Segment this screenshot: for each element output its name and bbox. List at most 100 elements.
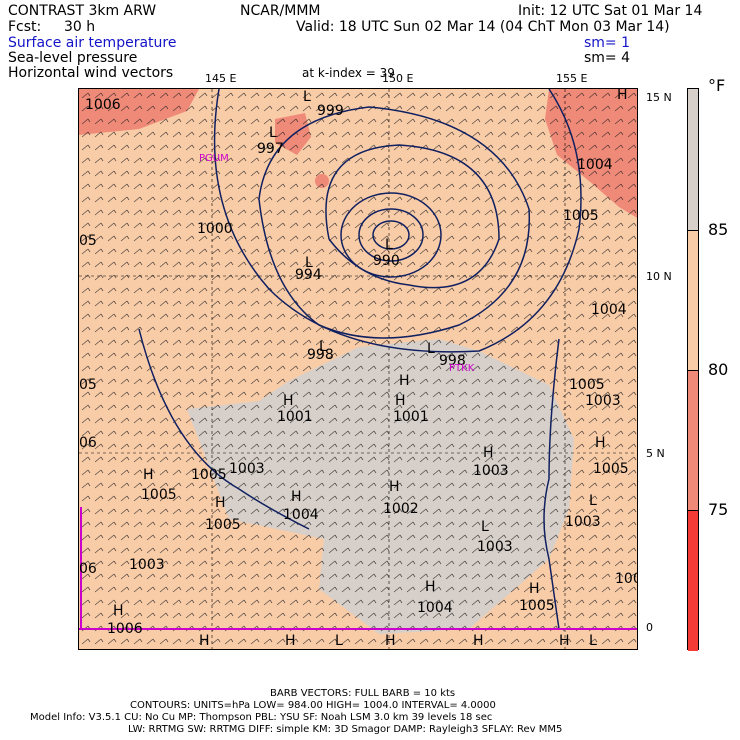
legend-unit: °F <box>708 76 726 95</box>
isobar-label: 1005 <box>191 467 227 483</box>
low-marker: L <box>303 89 311 105</box>
high-marker: H <box>559 633 570 649</box>
low-marker: L <box>589 633 597 649</box>
high-marker: H <box>215 495 226 511</box>
model-info-line2: LW: RRTMG SW: RRTMG DIFF: simple KM: 3D … <box>128 724 563 735</box>
lat-label-equator: 0 <box>646 621 653 634</box>
low-marker: L <box>335 633 343 649</box>
high-marker: H <box>595 435 606 451</box>
isobar-label: 05 <box>79 233 97 249</box>
isobar-label: 1002 <box>383 501 419 517</box>
barb-vectors-note: BARB VECTORS: FULL BARB = 10 kts <box>270 688 456 699</box>
isobar-label: 1005 <box>141 487 177 503</box>
init-time: Init: 12 UTC Sat 01 Mar 14 <box>518 3 703 19</box>
lat-label-10n: 10 N <box>646 270 672 283</box>
model-level: at k-index = 39 <box>302 66 395 80</box>
isobar-label: 1004 <box>283 507 319 523</box>
isobar-label: 997 <box>257 141 284 157</box>
smoothing-pressure: sm= 4 <box>584 50 631 66</box>
colorbar-tick-85: 85 <box>708 220 729 239</box>
isobar-label: 1000 <box>197 221 233 237</box>
low-marker: L <box>305 255 313 271</box>
forecast-label: Fcst: <box>8 19 42 35</box>
high-marker: H <box>399 373 410 389</box>
field-label-wind: Horizontal wind vectors <box>8 65 174 81</box>
high-marker: H <box>285 633 296 649</box>
field-label-temperature: Surface air temperature <box>8 35 177 51</box>
wind-vectors <box>79 89 637 649</box>
lat-label-5n: 5 N <box>646 447 665 460</box>
low-marker: L <box>319 339 327 355</box>
high-marker: H <box>283 393 294 409</box>
model-title: CONTRAST 3km ARW <box>8 3 157 19</box>
high-marker: H <box>143 467 154 483</box>
lat-label-15n: 15 N <box>646 91 672 104</box>
high-marker: H <box>425 579 436 595</box>
colorbar-segment-salmon <box>688 370 698 510</box>
isobar-label: 998 <box>307 347 334 363</box>
isobar-label: 1004 <box>591 302 627 318</box>
isobar-label: 100 <box>615 571 638 587</box>
high-marker: H <box>199 633 210 649</box>
isobar-label: 1003 <box>477 539 513 555</box>
valid-time: Valid: 18 UTC Sun 02 Mar 14 (04 ChT Mon … <box>296 19 670 35</box>
isobar-label: 1005 <box>593 461 629 477</box>
high-marker: H <box>529 581 540 597</box>
center-title: NCAR/MMM <box>240 3 321 19</box>
isobar-label: 999 <box>317 103 344 119</box>
isobar-label: 998 <box>439 353 466 369</box>
isobar-label: 1001 <box>277 409 313 425</box>
lat-lon-grid <box>79 89 637 649</box>
isobar-label: 05 <box>79 377 97 393</box>
isobar-label: 1006 <box>85 97 121 113</box>
forecast-hour: 30 h <box>64 19 96 35</box>
lon-label-145: 145 E <box>205 72 237 85</box>
high-marker: H <box>395 393 406 409</box>
isobar-label: 1005 <box>205 517 241 533</box>
high-marker: H <box>385 633 396 649</box>
high-marker: H <box>291 489 302 505</box>
low-marker: L <box>481 519 489 535</box>
low-marker: L <box>385 237 393 253</box>
weather-map: 1006 999 997 1000 994 990 998 998 1001 1… <box>78 88 638 650</box>
high-marker: H <box>617 89 628 103</box>
temperature-colorbar <box>687 88 699 651</box>
lon-label-155: 155 E <box>556 72 588 85</box>
station-label: PTKK <box>449 363 475 374</box>
field-label-pressure: Sea-level pressure <box>8 50 138 66</box>
high-marker: H <box>483 445 494 461</box>
station-label: PGUM <box>199 153 229 164</box>
isobar-label: 1003 <box>473 463 509 479</box>
colorbar-tick-75: 75 <box>708 500 729 519</box>
smoothing-temperature: sm= 1 <box>584 35 631 51</box>
isobar-label: 1003 <box>129 557 165 573</box>
isobar-label: 1004 <box>577 157 613 173</box>
isobar-label: 1004 <box>417 600 453 616</box>
isobar-label: 990 <box>373 253 400 269</box>
lon-label-150: 150 E <box>382 72 414 85</box>
low-marker: L <box>589 493 597 509</box>
colorbar-segment-gray <box>688 89 698 230</box>
colorbar-tick-80: 80 <box>708 360 729 379</box>
contours-note: CONTOURS: UNITS=hPa LOW= 984.00 HIGH= 10… <box>130 700 496 711</box>
high-marker: H <box>389 479 400 495</box>
isobar-label: 1006 <box>107 621 143 637</box>
low-marker: L <box>269 125 277 141</box>
colorbar-segment-peach <box>688 230 698 370</box>
high-marker: H <box>473 633 484 649</box>
colorbar-segment-red <box>688 510 698 651</box>
isobar-label: 994 <box>295 267 322 283</box>
high-marker: H <box>113 603 124 619</box>
isobars <box>138 89 582 630</box>
isobar-label: 1001 <box>393 409 429 425</box>
isobar-label: 1005 <box>569 377 605 393</box>
isobar-label: 1005 <box>519 598 555 614</box>
isobar-label: 06 <box>79 561 97 577</box>
isobar-label: 1003 <box>585 393 621 409</box>
isobar-label: 1005 <box>563 208 599 224</box>
isobar-label: 06 <box>79 435 97 451</box>
model-info-line1: Model Info: V3.5.1 CU: No Cu MP: Thompso… <box>30 712 493 723</box>
isobar-label: 1003 <box>229 461 265 477</box>
isobar-label: 1003 <box>565 514 601 530</box>
low-marker: L <box>427 341 435 357</box>
